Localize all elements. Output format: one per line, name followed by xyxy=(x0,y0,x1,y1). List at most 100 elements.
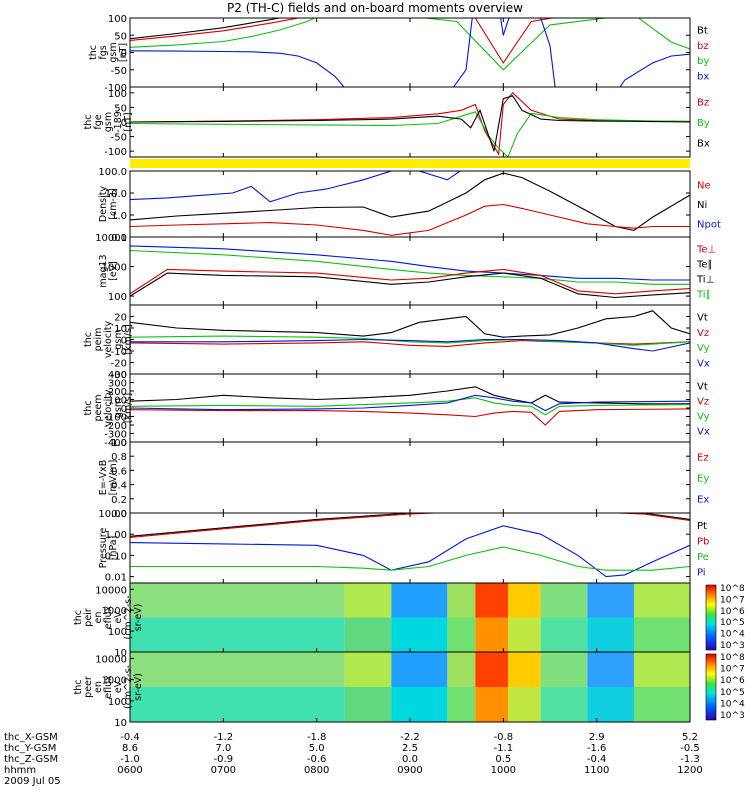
series-Vy xyxy=(130,335,690,346)
ephemeris-value: 5.0 xyxy=(309,743,325,754)
y-tick-label: 1000 xyxy=(102,676,127,687)
y-tick-label: 0.2 xyxy=(111,495,127,506)
flux-cell xyxy=(447,687,476,722)
y-tick-label: 1000 xyxy=(102,263,127,274)
y-tick-label: 0 xyxy=(121,404,127,415)
series-Vt xyxy=(130,310,690,338)
series-bz xyxy=(130,18,556,64)
panel-separator-band xyxy=(130,159,690,168)
ephemeris-value: -0.4 xyxy=(587,754,607,765)
flux-cell xyxy=(475,583,508,618)
y-tick-label: 100 xyxy=(108,396,127,407)
y-tick-label: 10000 xyxy=(95,233,127,244)
legend-entry: Vz xyxy=(697,328,709,339)
flux-cell xyxy=(634,617,690,652)
legend-entry: Vy xyxy=(697,343,710,354)
series-Pe xyxy=(130,546,690,571)
flux-cell xyxy=(344,687,392,722)
ephemeris-value: 2.9 xyxy=(589,732,605,743)
y-tick-label: 0.4 xyxy=(111,481,127,492)
y-tick-label: 1.00 xyxy=(105,530,127,541)
y-axis-label-line: [nT] xyxy=(118,43,129,62)
y-axis-label-line: eflux xyxy=(103,605,114,629)
spectrogram-peer: 10000 1000 100 10 thc peer en eflux eV (cm^2-s-sr… xyxy=(73,651,745,729)
series-Ni xyxy=(130,172,690,231)
y-axis-label-line: peir xyxy=(83,608,94,627)
y-axis-label-line: en xyxy=(93,612,104,624)
legend-entry: bx xyxy=(697,71,709,82)
y-tick-label: -100 xyxy=(104,147,127,158)
legend-entry: bz xyxy=(697,41,709,52)
y-tick-label: 100 xyxy=(108,14,127,25)
ephemeris-value: -1.8 xyxy=(307,732,327,743)
y-axis-label: thc fge gsm -189 [nT] xyxy=(83,111,134,133)
flux-cell xyxy=(475,617,508,652)
series-Bt xyxy=(130,18,283,40)
y-tick-label: -50 xyxy=(111,66,127,77)
y-axis-label: thc fgs gsm [nT] xyxy=(88,42,129,62)
y-tick-label: -50 xyxy=(111,133,127,144)
y-tick-label: 1000 xyxy=(102,606,127,617)
legend-entry: Vt xyxy=(697,313,708,324)
y-axis-label-line: thc xyxy=(88,45,99,60)
flux-cell xyxy=(130,583,345,618)
y-tick-label: 0.01 xyxy=(105,573,127,584)
series-By xyxy=(130,111,690,157)
y-tick-label: 100 xyxy=(108,292,127,303)
series-Te⊥ xyxy=(130,268,690,295)
y-tick-label: 10 xyxy=(114,718,127,729)
y-tick-label: -100 xyxy=(104,413,127,424)
y-axis-label-line: (cm^2-s- xyxy=(123,665,134,709)
ephemeris-value: -0.8 xyxy=(494,732,514,743)
series-by xyxy=(130,18,690,71)
flux-cell xyxy=(540,617,588,652)
colorbar xyxy=(705,653,717,721)
legend-entry: Te∥ xyxy=(696,260,713,271)
ephemeris-value: -1.0 xyxy=(120,754,140,765)
ephemeris-value: -0.9 xyxy=(214,754,234,765)
ephemeris-value: 7.0 xyxy=(215,743,231,754)
y-tick-label: -100 xyxy=(104,83,127,94)
ephemeris-value: 2.5 xyxy=(402,743,418,754)
series-Ti⊥ xyxy=(130,245,690,281)
y-axis-label-line: mag13 xyxy=(98,254,109,287)
y-axis-label-line: gsm xyxy=(113,329,124,349)
legend-entry: Pe xyxy=(697,552,709,563)
flux-cell xyxy=(344,617,392,652)
series-Vx xyxy=(130,394,690,412)
y-axis-label-line: -189 xyxy=(113,111,124,133)
legend-entry: Ex xyxy=(697,495,709,506)
ephemeris-row-label: thc_X-GSM xyxy=(4,732,58,743)
legend-entry: by xyxy=(697,56,709,67)
y-axis-label-line: en xyxy=(93,681,104,693)
ephemeris-value: -0.4 xyxy=(120,732,140,743)
y-tick-label: 1.0 xyxy=(111,211,127,222)
legend-entry: Pb xyxy=(697,536,709,547)
ephemeris-row-label: hhmm xyxy=(4,765,36,776)
panel-fgs2: 100 50 0 -50 -100 thc fge gsm -189 [nT] Bz By Bx xyxy=(83,86,710,158)
series-Ne xyxy=(130,203,690,236)
y-axis-label-line: [mV/m] xyxy=(108,460,119,496)
colorbar-tick-label: 10^7 xyxy=(720,595,745,605)
y-axis-label-line: peim xyxy=(93,328,104,352)
colorbar-tick-label: 10^3 xyxy=(720,641,745,651)
legend-entry: Vx xyxy=(697,358,710,369)
legend-entry: Bz xyxy=(697,97,709,108)
y-axis-label-line: peem xyxy=(93,395,104,422)
y-axis-label-line: [nT] xyxy=(123,112,134,131)
panel-pressure: 10.00 1.00 0.10 0.01 Pressure [nPa] Pt Pb Pe Pi xyxy=(98,509,709,584)
flux-cell xyxy=(587,583,634,618)
series-Pt xyxy=(130,513,690,537)
series-Vz xyxy=(130,408,690,426)
series-Te∥ xyxy=(130,272,690,299)
colorbar-tick-label: 10^5 xyxy=(720,618,745,628)
y-tick-label: 10 xyxy=(114,324,127,335)
chart-title: P2 (TH-C) fields and on-board moments ov… xyxy=(227,1,523,15)
y-axis-label-line: thc xyxy=(83,332,94,347)
y-axis-label: E=-VxB [mV/m] xyxy=(98,460,119,496)
colorbar-tick-label: 10^7 xyxy=(720,665,745,675)
panel-frame xyxy=(129,304,691,375)
y-axis-label: thc peir en eflux eV (cm^2-s-sr-eV) xyxy=(73,596,144,640)
y-axis-label-line: sr-eV) xyxy=(133,604,144,632)
flux-cell xyxy=(508,652,541,687)
